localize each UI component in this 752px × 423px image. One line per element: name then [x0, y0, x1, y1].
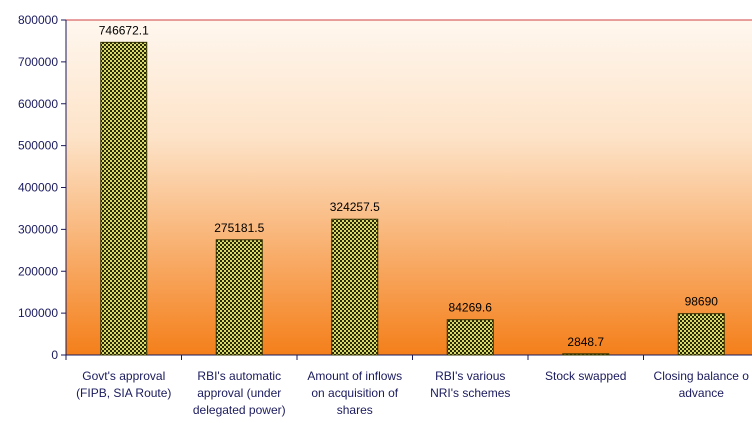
- y-tick-label: 100000: [18, 306, 58, 320]
- bar: [562, 353, 610, 356]
- bar: [100, 41, 148, 356]
- x-category-label: Stock swapped: [545, 369, 626, 383]
- y-tick-label: 700000: [18, 55, 58, 69]
- x-category-label: Amount of inflows on acquisition of shares: [307, 369, 402, 417]
- y-tick-label: 600000: [18, 97, 58, 111]
- x-category-label: RBI's various NRI's schemes: [430, 369, 510, 400]
- plot-area: [66, 20, 752, 355]
- bar: [446, 319, 494, 356]
- data-label: 98690: [685, 295, 719, 309]
- y-tick-label: 300000: [18, 222, 58, 236]
- data-label: 746672.1: [99, 23, 149, 37]
- bar: [215, 239, 263, 356]
- data-label: 275181.5: [214, 221, 264, 235]
- y-tick-label: 800000: [18, 13, 58, 27]
- y-tick-label: 0: [51, 348, 58, 362]
- bar: [677, 313, 725, 356]
- x-category-label: Govt's approval (FIPB, SIA Route): [76, 369, 171, 400]
- data-label: 324257.5: [330, 200, 380, 214]
- data-label: 2848.7: [567, 335, 604, 349]
- x-category-label: Closing balance o advance: [654, 369, 750, 400]
- y-tick-label: 400000: [18, 181, 58, 195]
- data-label: 84269.6: [449, 301, 493, 315]
- bar: [331, 218, 379, 356]
- y-tick-label: 500000: [18, 139, 58, 153]
- x-category-label: RBI's automatic approval (under delegated …: [193, 369, 286, 417]
- y-tick-label: 200000: [18, 264, 58, 278]
